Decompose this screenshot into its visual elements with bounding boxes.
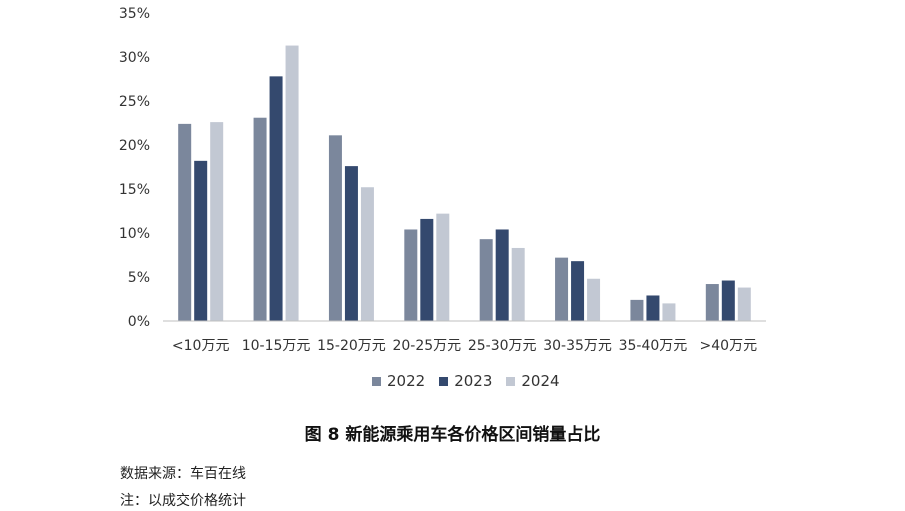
y-tick-label: 35% bbox=[119, 6, 150, 22]
figure-caption: 图 8 新能源乘用车各价格区间销量占比 bbox=[304, 425, 601, 445]
bar-2023-2 bbox=[344, 166, 358, 321]
x-tick-label: 30-35万元 bbox=[543, 338, 612, 354]
legend-swatch-2024 bbox=[506, 376, 516, 386]
x-tick-label: <10万元 bbox=[172, 338, 230, 354]
bar-2024-7 bbox=[737, 287, 751, 321]
y-tick-label: 0% bbox=[128, 314, 150, 330]
legend-item-2024: 2024 bbox=[506, 372, 560, 390]
bar-2022-7 bbox=[705, 284, 719, 321]
bar-chart: 0% 5% 10% 15% 20% 25% 30% 35% <10万元 10-15万元 15-20万… bbox=[119, 6, 766, 354]
x-tick-label: 10-15万元 bbox=[242, 338, 311, 354]
bar-2023-0 bbox=[194, 160, 208, 321]
legend: 2022 2023 2024 bbox=[372, 372, 560, 390]
legend-item-2023: 2023 bbox=[439, 372, 492, 390]
bar-2023-4 bbox=[495, 229, 509, 321]
legend-label-2024: 2024 bbox=[521, 372, 560, 390]
bar-2022-4 bbox=[479, 239, 493, 321]
figure-note: 注：以成交价格统计 bbox=[120, 493, 246, 509]
legend-item-2022: 2022 bbox=[372, 372, 425, 390]
x-tick-label: 20-25万元 bbox=[392, 338, 461, 354]
bar-2024-5 bbox=[587, 278, 601, 321]
y-tick-label: 20% bbox=[119, 138, 150, 154]
bar-2023-5 bbox=[571, 261, 585, 321]
y-tick-label: 5% bbox=[128, 270, 150, 286]
bar-2022-5 bbox=[555, 257, 569, 321]
bar-2022-6 bbox=[630, 299, 644, 321]
bar-2024-3 bbox=[436, 213, 450, 321]
legend-swatch-2023 bbox=[439, 376, 449, 386]
bar-2024-1 bbox=[285, 45, 299, 322]
x-tick-label: 15-20万元 bbox=[317, 338, 386, 354]
bar-2024-6 bbox=[662, 303, 676, 321]
bar-2023-3 bbox=[420, 218, 434, 321]
legend-label-2022: 2022 bbox=[387, 372, 426, 390]
y-tick-label: 10% bbox=[119, 226, 150, 242]
bar-2022-2 bbox=[328, 135, 342, 321]
bar-2024-0 bbox=[210, 122, 224, 322]
legend-swatch-2022 bbox=[372, 376, 381, 386]
bar-2022-3 bbox=[404, 229, 418, 321]
y-tick-label: 30% bbox=[119, 50, 150, 66]
bar-2023-7 bbox=[721, 280, 735, 321]
bar-2024-4 bbox=[511, 247, 525, 321]
bar-2024-2 bbox=[360, 187, 374, 321]
x-tick-label: 35-40万元 bbox=[619, 338, 688, 354]
bar-2023-6 bbox=[646, 295, 660, 321]
legend-label-2023: 2023 bbox=[454, 372, 493, 390]
data-source: 数据来源：车百在线 bbox=[120, 466, 246, 482]
x-tick-label: 25-30万元 bbox=[468, 338, 537, 354]
bar-2022-1 bbox=[253, 117, 267, 321]
y-tick-label: 15% bbox=[119, 182, 150, 198]
x-tick-label: >40万元 bbox=[700, 338, 758, 354]
bar-2022-0 bbox=[178, 123, 192, 321]
bar-2023-1 bbox=[269, 76, 283, 321]
y-tick-label: 25% bbox=[119, 94, 150, 110]
